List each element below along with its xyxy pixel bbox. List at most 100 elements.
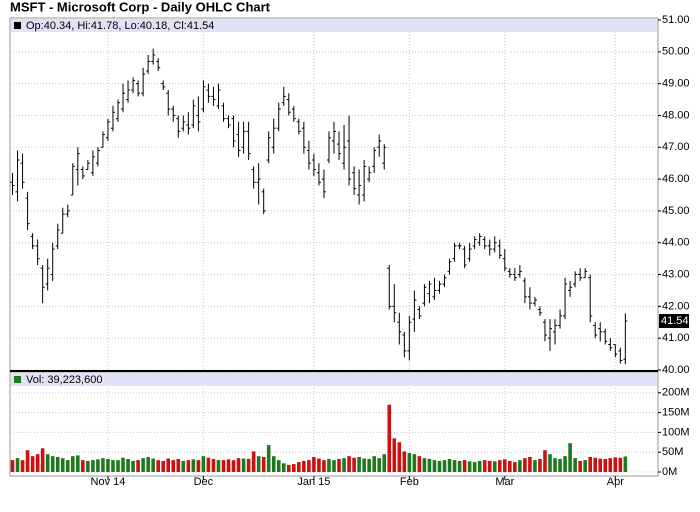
volume-bar (422, 458, 427, 472)
y-tick-label: 44.00 (662, 237, 690, 249)
volume-bar (482, 460, 487, 472)
volume-bar (171, 460, 176, 472)
volume-bar (156, 460, 160, 472)
volume-bar (96, 459, 100, 472)
volume-bar (281, 463, 286, 472)
volume-bar (10, 460, 15, 472)
volume-bar (266, 445, 271, 472)
volume-bar (543, 450, 547, 472)
volume-bar (472, 462, 477, 472)
x-tick-label: Apr (607, 476, 624, 488)
volume-bar (81, 460, 85, 472)
volume-bar (106, 458, 110, 472)
volume-bar (342, 458, 346, 472)
volume-bar (387, 404, 392, 472)
volume-bar (397, 442, 402, 472)
volume-bar (181, 460, 186, 472)
volume-bar (417, 456, 422, 472)
volume-bar (317, 458, 321, 472)
volume-bar (437, 460, 442, 472)
y2-tick-label: 200M (662, 387, 690, 399)
volume-bar (447, 458, 452, 472)
volume-bar (513, 462, 517, 472)
volume-bar (392, 438, 397, 472)
volume-bar (588, 456, 592, 472)
volume-bar (236, 458, 241, 472)
volume-bar (573, 458, 577, 472)
volume-bar (382, 454, 387, 472)
volume-bar (65, 460, 70, 472)
volume-bar (166, 458, 171, 472)
volume-bar (477, 460, 482, 472)
volume-bar (30, 456, 35, 472)
volume-bar (76, 455, 80, 472)
volume-bar (50, 456, 55, 472)
volume-bar (146, 456, 150, 472)
y-tick-label: 45.00 (662, 205, 690, 217)
y-tick-label: 43.00 (662, 268, 690, 280)
volume-bar (548, 454, 552, 472)
volume-bar (111, 460, 115, 472)
volume-bar (528, 456, 532, 472)
volume-bar (533, 460, 537, 472)
y-tick-label: 42.00 (662, 300, 690, 312)
volume-bar (70, 456, 75, 472)
volume-bar (126, 458, 130, 472)
volume-bar (131, 460, 135, 472)
volume-bar (372, 456, 376, 472)
y-tick-label: 40.00 (662, 364, 690, 376)
volume-bar (302, 460, 306, 472)
volume-bar (246, 458, 251, 472)
volume-bar (432, 460, 437, 472)
volume-bar (86, 460, 90, 472)
volume-bar (141, 458, 145, 472)
volume-bar (337, 458, 341, 472)
volume-bar (538, 458, 542, 472)
volume-bar (292, 464, 296, 472)
volume-bar (623, 456, 628, 472)
volume-bar (497, 460, 502, 472)
x-tick-label: Nov 14 (91, 476, 126, 488)
volume-bar (45, 454, 50, 472)
volume-bar (502, 459, 507, 472)
volume-bar (221, 460, 226, 472)
volume-bar (442, 460, 447, 472)
y-tick-label: 46.00 (662, 173, 690, 185)
volume-bar (136, 460, 140, 472)
last-price-label: 41.54 (661, 315, 689, 327)
volume-bar (251, 451, 256, 472)
x-tick-label: Mar (495, 476, 514, 488)
volume-bar (216, 460, 221, 472)
volume-bar (312, 456, 316, 472)
volume-bar (20, 460, 25, 472)
volume-bar (327, 458, 331, 472)
last-price-box (659, 314, 689, 328)
volume-bar (261, 456, 266, 472)
volume-bar (297, 462, 301, 472)
y-tick-label: 49.00 (662, 78, 690, 90)
volume-bar (55, 456, 60, 472)
volume-bar (151, 458, 155, 472)
volume-bar (593, 457, 598, 472)
volume-bar (492, 461, 497, 472)
volume-bar (186, 460, 191, 472)
volume-bar (553, 458, 557, 472)
volume-bar (407, 452, 412, 472)
volume-bar (357, 456, 361, 472)
volume-bar (613, 457, 618, 472)
volume-bar (121, 457, 125, 472)
volume-bar (60, 458, 65, 472)
volume-bar (191, 459, 196, 472)
y-tick-label: 48.00 (662, 109, 690, 121)
volume-bar (452, 460, 457, 472)
volume-bar (15, 458, 20, 472)
volume-bar (618, 457, 623, 472)
volume-bar (568, 443, 572, 472)
volume-bar (427, 458, 432, 472)
volume-bar (322, 460, 326, 472)
volume-bar (578, 460, 582, 472)
y2-tick-label: 150M (662, 407, 690, 419)
volume-bar (523, 458, 527, 472)
y2-tick-label: 100M (662, 426, 690, 438)
